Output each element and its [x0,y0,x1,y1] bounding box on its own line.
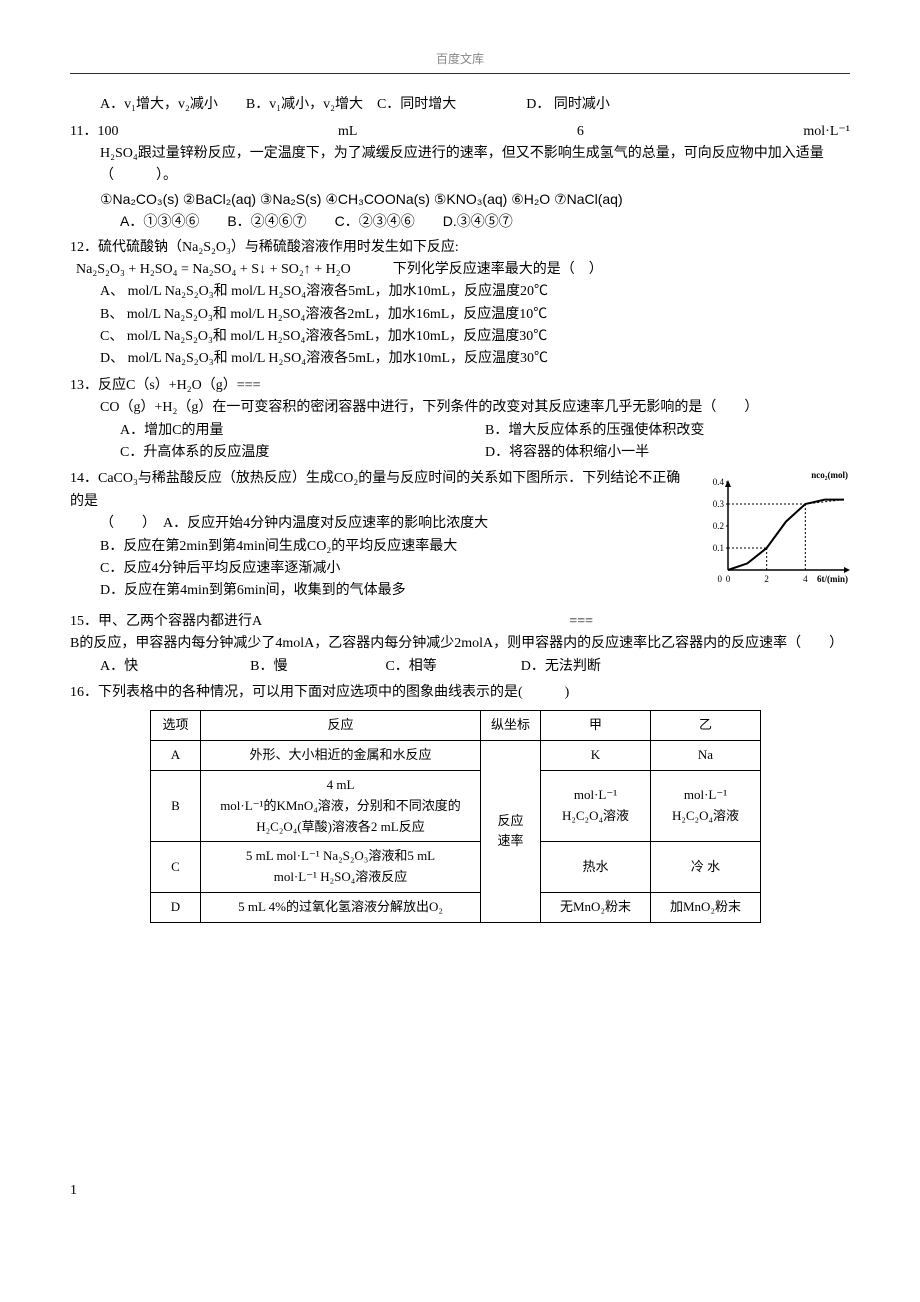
q14-text: 14．CaCO₃与稀盐酸反应（放热反应）生成CO₂的量与反应时间的关系如下图所示… [70,468,690,602]
q15-body: B的反应，甲容器内每分钟减少了4molA，乙容器内每分钟减少2molA，则甲容器… [70,633,850,655]
q14-pre: （ ） A．反应开始4分钟内温度对反应速率的影响比浓度大 [100,513,690,535]
q16-table-wrap: 选项反应纵坐标甲乙A外形、大小相近的金属和水反应反应 速率KNaB4 mL mo… [150,710,850,922]
q13-title: 13．反应C（s）+H₂O（g）=== [70,375,850,397]
svg-text:4: 4 [803,574,808,584]
q12-d: D、 mol/L Na₂S₂O₃和 mol/L H₂SO₄溶液各5mL，加水10… [100,348,850,370]
q11-c: 6 [577,121,584,143]
svg-text:nco₂(mol): nco₂(mol) [811,470,848,480]
q13-options-row2: C．升高体系的反应温度 D．将容器的体积缩小一半 [120,442,850,464]
q16: 16．下列表格中的各种情况，可以用下面对应选项中的图象曲线表示的是( ) 选项反… [70,682,850,923]
chart-svg: nco₂(mol) 0.1 0.2 0.3 0.4 0 2 4 0 6t/(min) [700,468,850,598]
q10-options: A．v₁增大，v₂减小 B．v₁减小，v₂增大 C．同时增大 D． 同时减小 [100,94,850,116]
q13-b: B．增大反应体系的压强使体积改变 [485,420,850,442]
q12-c: C、 mol/L Na₂S₂O₃和 mol/L H₂SO₄溶液各5mL，加水10… [100,326,850,348]
svg-text:0: 0 [726,574,731,584]
q13-body: CO（g）+H₂（g）在一可变容积的密闭容器中进行，下列条件的改变对其反应速率几… [100,397,850,419]
q13-a: A．增加C的用量 [120,420,485,442]
q14-c: C．反应4分钟后平均反应速率逐渐减小 [100,558,690,580]
q16-title: 16．下列表格中的各种情况，可以用下面对应选项中的图象曲线表示的是( ) [70,682,850,704]
q13: 13．反应C（s）+H₂O（g）=== CO（g）+H₂（g）在一可变容积的密闭… [70,375,850,465]
q15: 15．甲、乙两个容器内都进行A === B的反应，甲容器内每分钟减少了4molA… [70,611,850,678]
q11-options: A．①③④⑥ B．②④⑥⑦ C．②③④⑥ D.③④⑤⑦ [120,210,850,232]
svg-text:0.1: 0.1 [713,543,724,553]
q16-table: 选项反应纵坐标甲乙A外形、大小相近的金属和水反应反应 速率KNaB4 mL mo… [150,710,761,922]
q14-d: D．反应在第4min到第6min间，收集到的气体最多 [100,580,690,602]
page-number: 1 [70,1180,77,1202]
q12-a: A、 mol/L Na₂S₂O₃和 mol/L H₂SO₄溶液各5mL，加水10… [100,281,850,303]
q14-b: B．反应在第2min到第4min间生成CO₂的平均反应速率最大 [100,536,690,558]
q12-title: 12．硫代硫酸钠（Na₂S₂O₃）与稀硫酸溶液作用时发生如下反应: [70,237,850,259]
q14-chart: nco₂(mol) 0.1 0.2 0.3 0.4 0 2 4 0 6t/(min) [700,468,850,606]
q12-eq: Na₂S₂O₃ + H₂SO₄ = Na₂SO₄ + S↓ + SO₂↑ + H… [76,259,850,281]
q11-d: mol·L⁻¹ [803,121,850,143]
q11-b: mL [338,121,357,143]
page-header: 百度文库 [70,50,850,74]
q13-options-row1: A．增加C的用量 B．增大反应体系的压强使体积改变 [120,420,850,442]
q14: 14．CaCO₃与稀盐酸反应（放热反应）生成CO₂的量与反应时间的关系如下图所示… [70,468,850,606]
q11-body: H₂SO₄跟过量锌粉反应，一定温度下，为了减缓反应进行的速率，但又不影响生成氢气… [100,143,850,188]
svg-text:0.3: 0.3 [713,499,725,509]
q12: 12．硫代硫酸钠（Na₂S₂O₃）与稀硫酸溶液作用时发生如下反应: Na₂S₂O… [70,237,850,371]
q15-title: 15．甲、乙两个容器内都进行A === [70,611,850,633]
svg-text:0.2: 0.2 [713,521,724,531]
svg-text:6t/(min): 6t/(min) [817,574,848,584]
q11-choices: ①Na₂CO₃(s) ②BaCl₂(aq) ③Na₂S(s) ④CH₃COONa… [100,188,850,210]
q11-line1: 11．100 mL 6 mol·L⁻¹ [70,121,850,143]
q13-d: D．将容器的体积缩小一半 [485,442,850,464]
q11: 11．100 mL 6 mol·L⁻¹ H₂SO₄跟过量锌粉反应，一定温度下，为… [70,121,850,233]
svg-text:2: 2 [764,574,769,584]
svg-text:0.4: 0.4 [713,477,725,487]
q12-b: B、 mol/L Na₂S₂O₃和 mol/L H₂SO₄溶液各2mL，加水16… [100,304,850,326]
q13-c: C．升高体系的反应温度 [120,442,485,464]
q11-num: 11．100 [70,121,118,143]
q14-title: 14．CaCO₃与稀盐酸反应（放热反应）生成CO₂的量与反应时间的关系如下图所示… [70,468,690,513]
q15-options: A．快 B．慢 C．相等 D．无法判断 [100,656,850,678]
svg-text:0: 0 [718,574,723,584]
